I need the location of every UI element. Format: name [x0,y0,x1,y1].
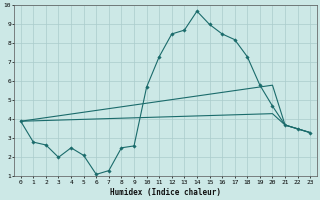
X-axis label: Humidex (Indice chaleur): Humidex (Indice chaleur) [110,188,221,197]
